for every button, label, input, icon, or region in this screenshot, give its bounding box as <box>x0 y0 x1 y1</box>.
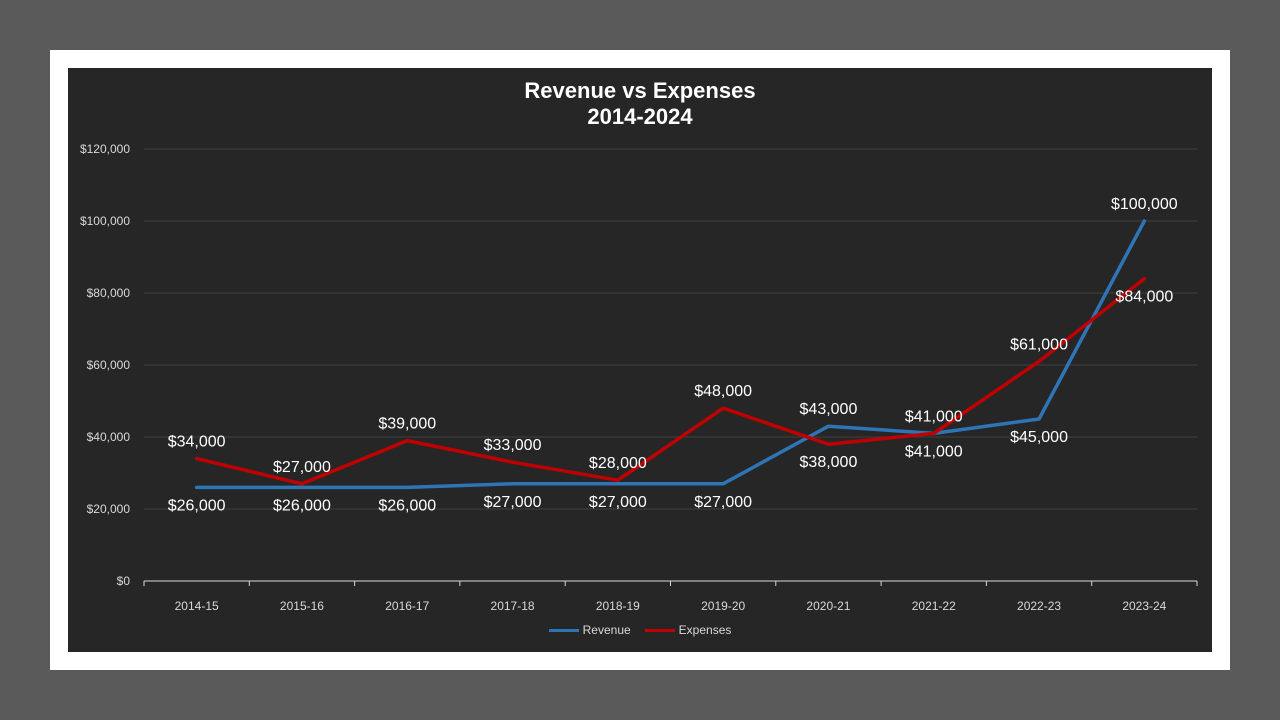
legend-swatch-expenses <box>644 628 675 632</box>
data-label-revenue: $27,000 <box>484 494 542 511</box>
data-label-revenue: $27,000 <box>589 494 647 511</box>
y-tick-label: $0 <box>117 574 131 588</box>
data-label-expenses: $27,000 <box>273 459 331 476</box>
data-label-revenue: $26,000 <box>168 497 226 514</box>
y-tick-label: $40,000 <box>87 430 131 444</box>
y-tick-label: $60,000 <box>87 358 131 372</box>
data-label-expenses: $41,000 <box>905 443 963 460</box>
y-tick-label: $120,000 <box>80 142 130 156</box>
y-tick-label: $20,000 <box>87 502 131 516</box>
y-tick-label: $100,000 <box>80 214 130 228</box>
x-tick-label: 2014-15 <box>175 599 219 613</box>
x-tick-label: 2017-18 <box>491 599 535 613</box>
data-label-revenue: $26,000 <box>378 497 436 514</box>
data-label-expenses: $38,000 <box>800 454 858 471</box>
data-label-revenue: $26,000 <box>273 497 331 514</box>
data-label-expenses: $84,000 <box>1115 289 1173 306</box>
data-label-expenses: $34,000 <box>168 434 226 451</box>
chart-area <box>68 68 1212 652</box>
chart-subtitle: 2014-2024 <box>587 104 693 129</box>
x-tick-label: 2021-22 <box>912 599 956 613</box>
legend-swatch-revenue <box>548 628 579 632</box>
legend-label-expenses: Expenses <box>678 623 732 637</box>
data-label-revenue: $100,000 <box>1111 196 1178 213</box>
x-tick-label: 2018-19 <box>596 599 640 613</box>
data-label-expenses: $48,000 <box>694 383 752 400</box>
data-label-expenses: $28,000 <box>589 455 647 472</box>
data-label-revenue: $27,000 <box>694 494 752 511</box>
series-line-expenses <box>194 276 1147 486</box>
legend: Revenue Expenses <box>0 623 1280 637</box>
data-label-expenses: $39,000 <box>378 416 436 433</box>
series-line-revenue <box>194 219 1147 490</box>
chart-title: Revenue vs Expenses <box>524 78 756 103</box>
data-label-revenue: $43,000 <box>800 401 858 418</box>
legend-item-revenue: Revenue <box>548 623 631 637</box>
x-tick-label: 2015-16 <box>280 599 324 613</box>
data-label-revenue: $41,000 <box>905 408 963 425</box>
data-label-expenses: $61,000 <box>1010 336 1068 353</box>
x-tick-label: 2022-23 <box>1017 599 1061 613</box>
x-tick-label: 2016-17 <box>385 599 429 613</box>
x-tick-label: 2020-21 <box>806 599 850 613</box>
x-tick-label: 2019-20 <box>701 599 745 613</box>
legend-label-revenue: Revenue <box>582 623 631 637</box>
y-tick-label: $80,000 <box>87 286 131 300</box>
data-label-revenue: $45,000 <box>1010 429 1068 446</box>
data-label-expenses: $33,000 <box>484 437 542 454</box>
x-tick-label: 2023-24 <box>1122 599 1166 613</box>
legend-item-expenses: Expenses <box>644 623 732 637</box>
chart-title-block: Revenue vs Expenses 2014-2024 <box>68 78 1212 130</box>
